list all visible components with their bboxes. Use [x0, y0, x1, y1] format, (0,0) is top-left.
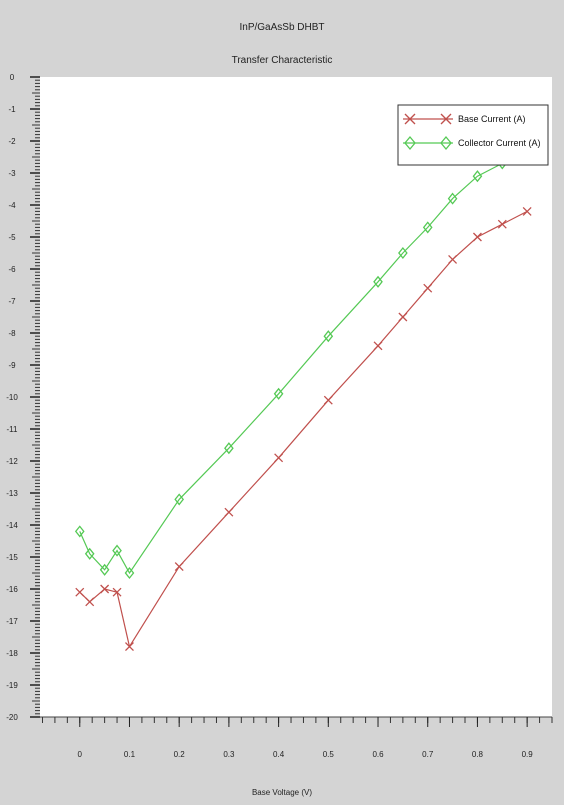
x-marker: [174, 562, 184, 572]
y-tick-label: -8: [8, 329, 16, 338]
legend: Base Current (A) Collector Current (A): [397, 104, 549, 166]
diamond-marker: [112, 544, 122, 557]
series-line-2: [79, 156, 528, 575]
x-marker: [398, 312, 408, 322]
legend-box: [397, 104, 549, 166]
x-marker: [224, 507, 234, 517]
y-tick-label: -9: [8, 361, 16, 370]
x-marker: [112, 587, 122, 597]
plot-area: [40, 77, 552, 717]
chart-title: InP/GaAsSb DHBT: [239, 22, 325, 33]
y-tick-label: -19: [6, 681, 18, 690]
x-marker: [85, 597, 95, 607]
y-tick-label: -5: [8, 233, 16, 242]
series-layer: [74, 150, 532, 652]
x-tick-label: 0.3: [223, 750, 235, 759]
diamond-marker: [404, 135, 416, 151]
x-axis: 0 0.1 0.2 0.3 0.4 0.5 0.6 0.7 0.8 0.9: [40, 716, 553, 759]
series-line-1: [79, 210, 528, 649]
x-tick-label: 0.2: [174, 750, 186, 759]
x-tick-label: 0.4: [273, 750, 285, 759]
y-axis: 0 -1 -2 -3 -4 -5 -6 -7 -8 -9 -10 -11 -12 -13 -14 -15 -16…: [6, 73, 40, 722]
y-tick-label: -7: [8, 297, 16, 306]
y-tick-label: -10: [6, 393, 18, 402]
diamond-marker: [174, 493, 185, 506]
diamond-marker: [447, 192, 458, 205]
y-tick-label: -4: [8, 201, 16, 210]
x-axis-label: Base Voltage (V): [251, 788, 313, 797]
x-tick-label: 0.8: [472, 750, 484, 759]
y-tick-label: -6: [8, 265, 16, 274]
x-marker: [497, 219, 507, 229]
y-tick-label: -12: [6, 457, 18, 466]
legend-label: Base Current (A): [458, 114, 526, 124]
diamond-marker: [124, 566, 135, 580]
x-marker: [323, 395, 333, 405]
x-tick-label: 0.6: [372, 750, 384, 759]
x-marker: [448, 254, 458, 264]
diamond-marker: [440, 135, 452, 151]
y-tick-label: -1: [8, 105, 16, 114]
y-tick-label: -2: [8, 137, 16, 146]
chart-subtitle: Transfer Characteristic: [231, 55, 333, 66]
y-tick-label: -17: [6, 617, 18, 626]
diamond-marker: [74, 525, 85, 538]
y-tick-label: -20: [6, 713, 18, 722]
y-tick-label: -16: [6, 585, 18, 594]
x-marker: [522, 206, 532, 216]
x-marker: [274, 453, 284, 463]
x-marker: [423, 283, 433, 293]
x-tick-label: 0.5: [323, 750, 335, 759]
y-tick-label: -13: [6, 489, 18, 498]
y-tick-label: -18: [6, 649, 18, 658]
y-tick-label: -11: [7, 425, 19, 434]
diamond-marker: [224, 442, 234, 455]
diamond-marker: [99, 563, 110, 576]
x-marker: [100, 584, 110, 594]
x-tick-label: 0.9: [522, 750, 534, 759]
x-marker: [75, 587, 85, 597]
x-marker: [125, 642, 134, 652]
diamond-marker: [84, 547, 95, 560]
y-tick-label: -14: [6, 521, 18, 530]
legend-label: Collector Current (A): [458, 138, 541, 148]
x-tick-label: 0.7: [422, 750, 434, 759]
y-tick-label: -15: [6, 553, 18, 562]
x-marker: [373, 341, 383, 351]
x-marker: [404, 113, 416, 125]
diamond-marker: [273, 387, 284, 400]
y-tick-label: 0: [10, 73, 15, 82]
diamond-marker: [323, 330, 334, 343]
x-marker: [472, 232, 482, 242]
diamond-marker: [472, 170, 483, 183]
x-tick-label: 0: [78, 750, 83, 759]
x-tick-label: 0.1: [124, 750, 136, 759]
diamond-marker: [422, 221, 433, 234]
diamond-marker: [373, 275, 383, 288]
diamond-marker: [398, 246, 408, 260]
x-marker: [440, 113, 452, 125]
y-tick-label: -3: [8, 169, 16, 178]
